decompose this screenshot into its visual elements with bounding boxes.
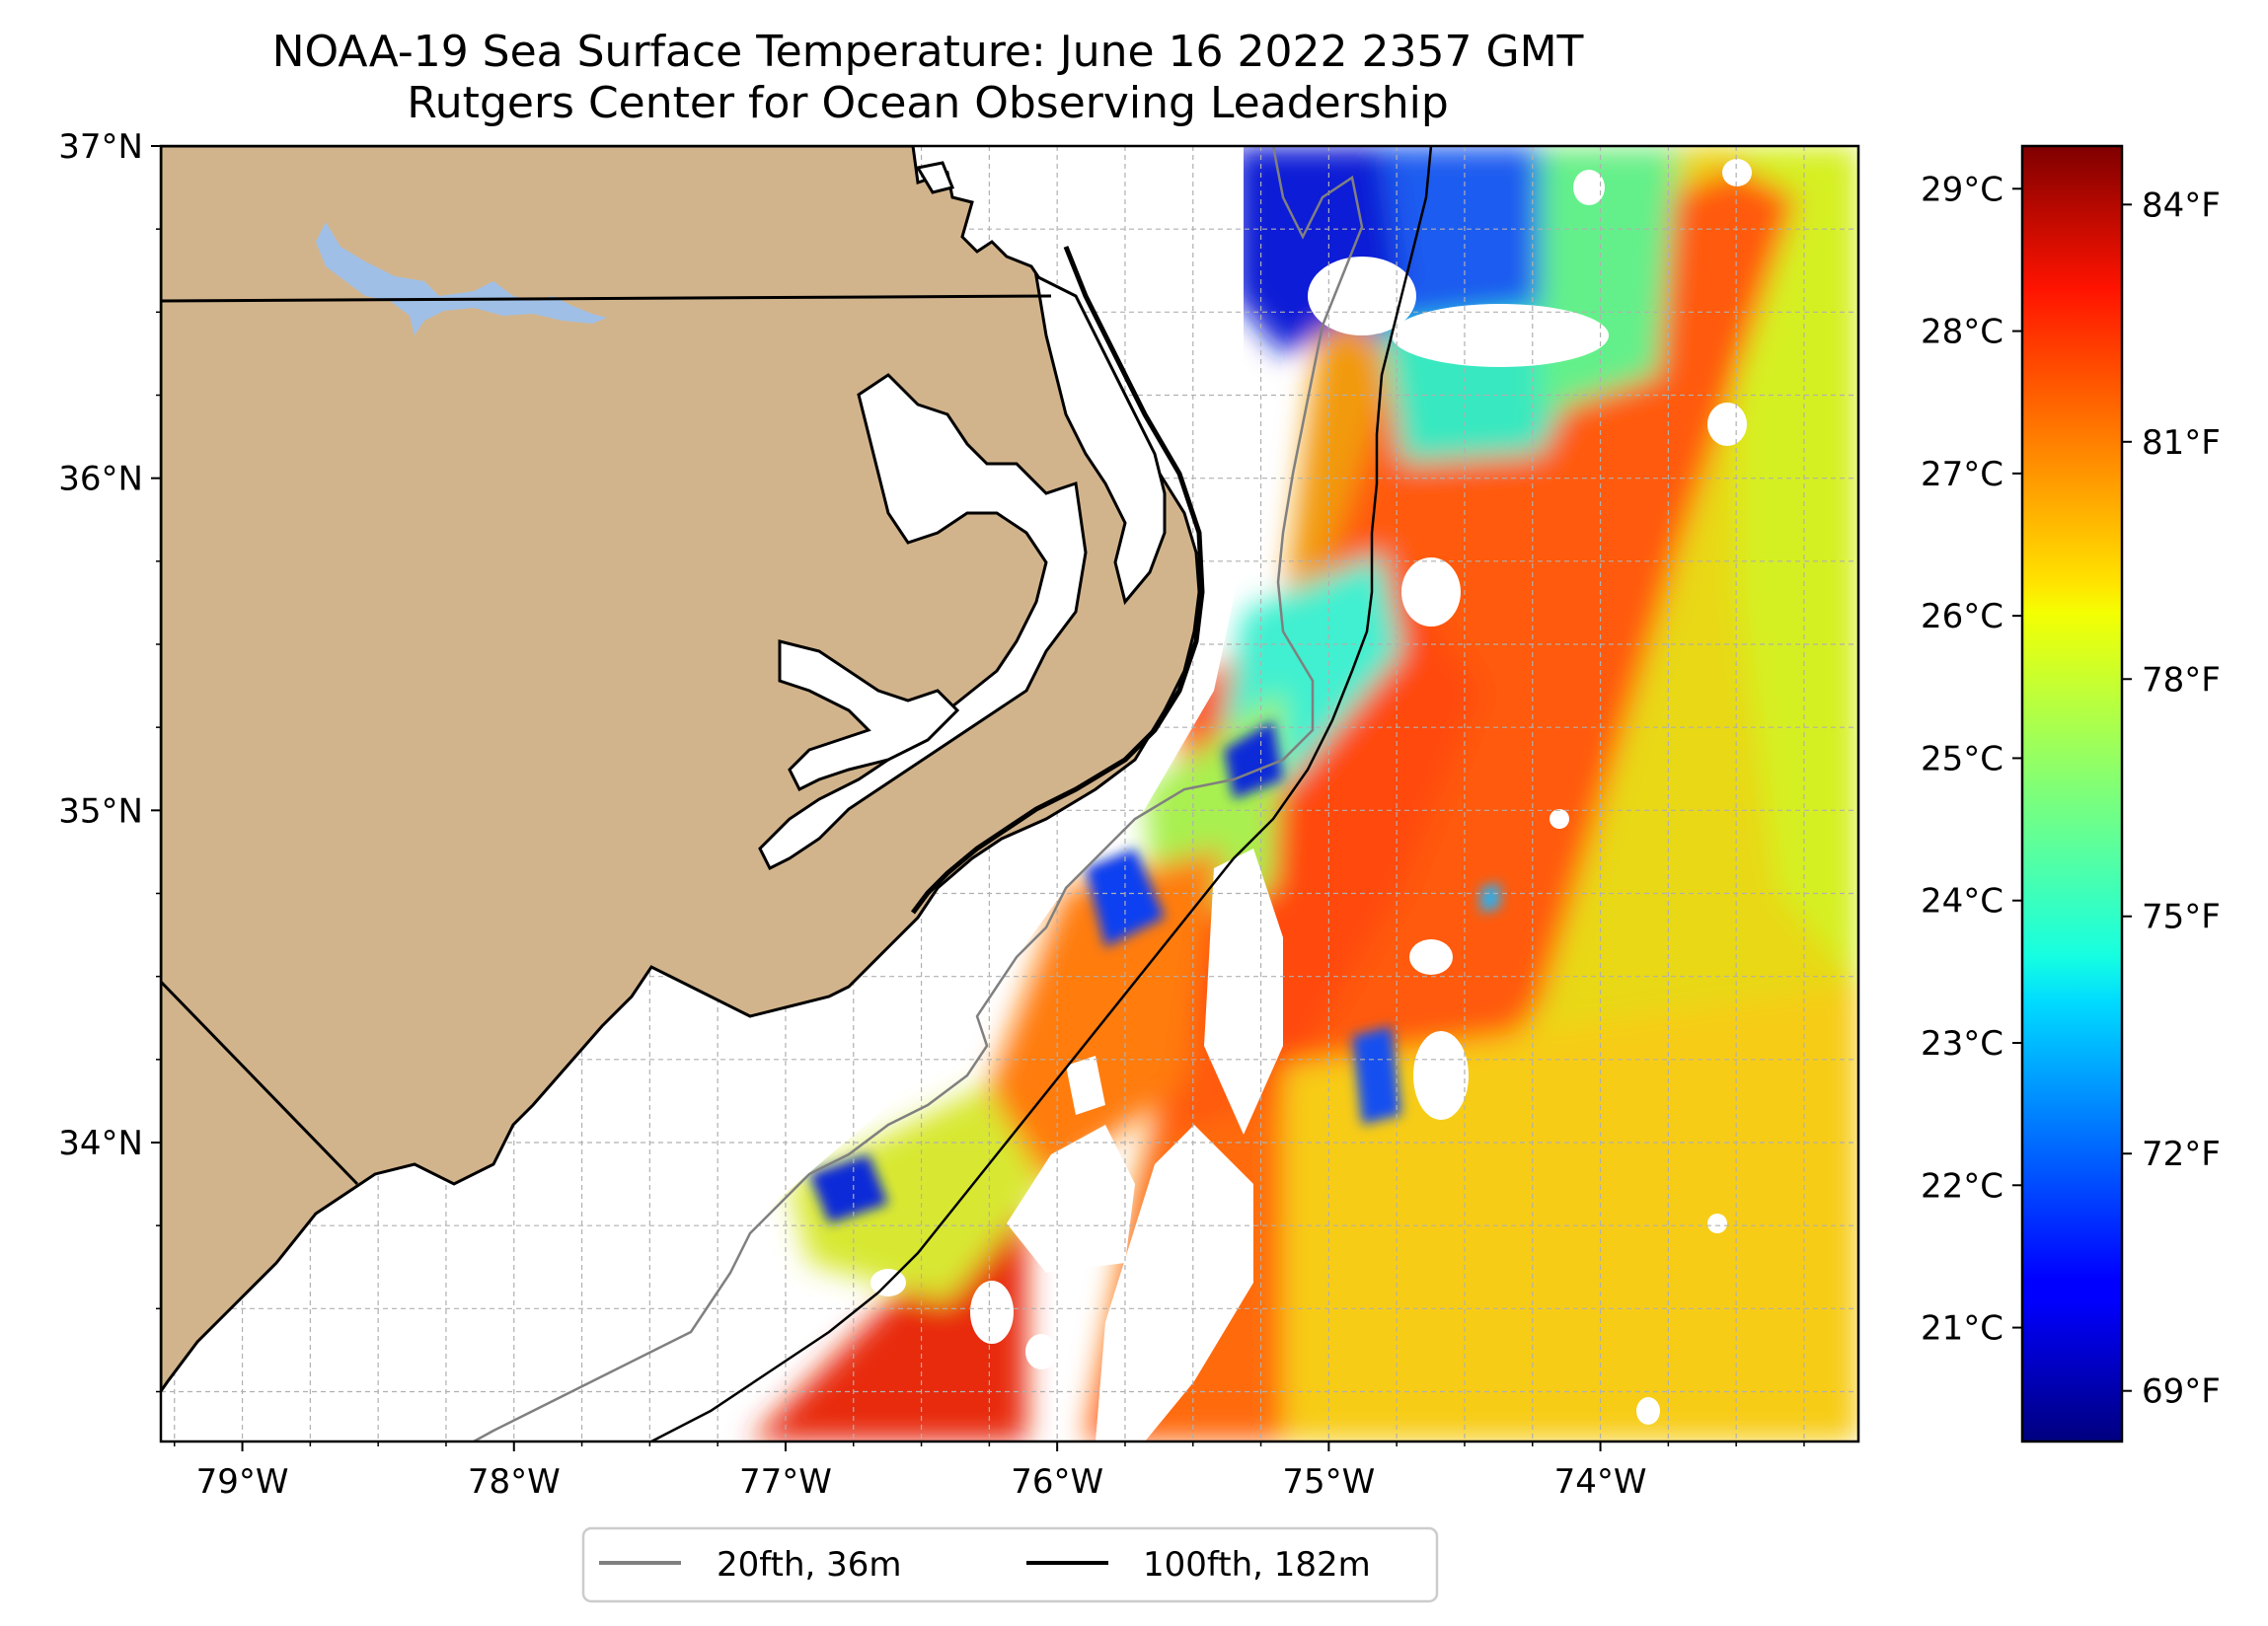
lat-tick-label: 37°N: [58, 127, 143, 167]
colorbar-fahrenheit-label: 84°F: [2142, 185, 2221, 225]
colorbar-celsius-label: 21°C: [1921, 1309, 2003, 1349]
colorbar-fahrenheit-label: 69°F: [2142, 1372, 2221, 1412]
colorbar-celsius-label: 24°C: [1921, 882, 2003, 922]
state-boundary-va-nc: [161, 294, 1052, 303]
colorbar-gradient: [2022, 146, 2122, 1441]
lon-tick-label: 76°W: [1011, 1462, 1103, 1502]
colorbar-celsius-label: 27°C: [1921, 455, 2003, 494]
longitude-axis: 79°W 78°W 77°W 76°W 75°W 74°W: [174, 1441, 1805, 1502]
lon-tick-label: 75°W: [1282, 1462, 1375, 1502]
colorbar-fahrenheit-label: 75°F: [2142, 898, 2221, 937]
colorbar-frame: [2020, 144, 2124, 1443]
colorbar-fahrenheit-axis: 84°F 81°F 78°F 75°F 72°F 69°F: [2122, 185, 2221, 1412]
contour-100fth: [650, 146, 1433, 1441]
colorbar-celsius-label: 22°C: [1921, 1166, 2003, 1206]
lon-tick-label: 77°W: [739, 1462, 832, 1502]
colorbar-celsius-label: 29°C: [1921, 170, 2003, 209]
lon-tick-label: 78°W: [468, 1462, 561, 1502]
state-boundary-nc-sc: [161, 980, 359, 1186]
lat-tick-label: 35°N: [58, 791, 143, 831]
map-frame: [159, 144, 1860, 1443]
legend-label-20fth: 20fth, 36m: [717, 1545, 902, 1585]
map-title: NOAA-19 Sea Surface Temperature: June 16…: [271, 27, 1584, 77]
lon-tick-label: 74°W: [1554, 1462, 1647, 1502]
colorbar-fahrenheit-label: 81°F: [2142, 423, 2221, 463]
land: [161, 146, 1205, 1394]
colorbar-celsius-label: 23°C: [1921, 1024, 2003, 1064]
colorbar-celsius-label: 26°C: [1921, 597, 2003, 636]
contour-20fth: [473, 146, 1364, 1441]
colorbar: 29°C 28°C 27°C 26°C 25°C 24°C 23°C 22°C 21°C 84°…: [1921, 144, 2221, 1443]
latitude-axis: 37°N 36°N 35°N 34°N: [58, 127, 161, 1393]
lat-tick-label: 36°N: [58, 460, 143, 499]
bathymetry-contours: [473, 146, 1433, 1441]
colorbar-celsius-label: 25°C: [1921, 739, 2003, 778]
colorbar-fahrenheit-label: 78°F: [2142, 660, 2221, 700]
lat-tick-label: 34°N: [58, 1124, 143, 1163]
lake-kerr: [316, 222, 607, 335]
colorbar-celsius-label: 28°C: [1921, 313, 2003, 352]
colorbar-fahrenheit-label: 72°F: [2142, 1135, 2221, 1174]
lon-tick-label: 79°W: [196, 1462, 289, 1502]
legend-box: [581, 1526, 1439, 1603]
colorbar-celsius-axis: 29°C 28°C 27°C 26°C 25°C 24°C 23°C 22°C 21°C: [1921, 170, 2022, 1349]
legend: 20fth, 36m 100fth, 182m: [581, 1526, 1439, 1603]
legend-label-100fth: 100fth, 182m: [1143, 1545, 1371, 1585]
map-panel: [159, 144, 1860, 1443]
map-subtitle: Rutgers Center for Ocean Observing Leade…: [407, 78, 1449, 128]
